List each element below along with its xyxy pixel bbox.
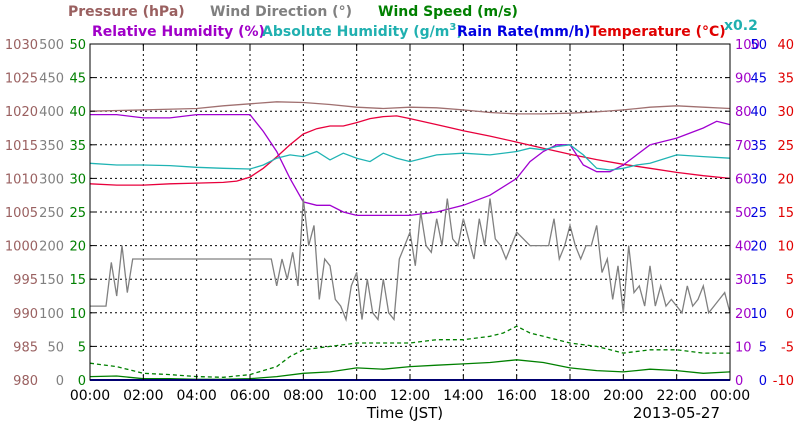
y-tick-label-relative-humidity: 90 xyxy=(735,72,752,87)
x-tick-label: 10:00 xyxy=(336,388,376,404)
y-tick-label-temperature: -5 xyxy=(781,340,794,355)
y-tick-label-temperature: -10 xyxy=(773,374,794,389)
y-tick-label-temperature: 15 xyxy=(777,206,794,221)
y-tick-label-rain-rate: 40 xyxy=(750,105,767,120)
y-tick-label-relative-humidity: 30 xyxy=(735,273,752,288)
x-axis-label: Time (JST) xyxy=(366,404,443,422)
x-tick-label: 02:00 xyxy=(123,388,163,404)
x-tick-label: 20:00 xyxy=(603,388,643,404)
y-tick-label-pressure: 985 xyxy=(13,340,38,355)
y-tick-label-temperature: 20 xyxy=(777,172,794,187)
x-tick-label: 00:00 xyxy=(710,388,750,404)
legend: Pressure (hPa) Wind Direction (°) Wind S… xyxy=(68,4,758,40)
y-tick-label-wind-speed: 15 xyxy=(69,273,86,288)
y-tick-label-rain-rate: 5 xyxy=(759,340,767,355)
y-tick-label-relative-humidity: 20 xyxy=(735,307,752,322)
y-tick-label-pressure: 1030 xyxy=(5,38,38,53)
y-tick-label-pressure: 1000 xyxy=(5,240,38,255)
y-tick-label-temperature: 40 xyxy=(777,38,794,53)
y-tick-label-wind-speed: 10 xyxy=(69,307,86,322)
x-tick-label: 14:00 xyxy=(443,388,483,404)
y-tick-label-wind-speed: 5 xyxy=(78,340,86,355)
x-tick-label: 16:00 xyxy=(496,388,536,404)
date-label: 2013-05-27 xyxy=(633,404,720,422)
y-tick-label-rain-rate: 25 xyxy=(750,206,767,221)
x-tick-label: 04:00 xyxy=(176,388,216,404)
y-tick-label-wind-speed: 45 xyxy=(69,72,86,87)
y-tick-label-pressure: 980 xyxy=(13,374,38,389)
series-temperature-c xyxy=(89,115,731,186)
y-tick-label-relative-humidity: 70 xyxy=(735,139,752,154)
y-tick-label-rain-rate: 35 xyxy=(750,139,767,154)
y-tick-label-wind-direction: 0 xyxy=(56,374,64,389)
y-tick-label-temperature: 10 xyxy=(777,240,794,255)
y-tick-label-rain-rate: 20 xyxy=(750,240,767,255)
legend-absolute-humidity: Absolute Humidity (g/m3) xyxy=(262,22,463,40)
y-tick-label-pressure: 1020 xyxy=(5,105,38,120)
x-tick-label: 18:00 xyxy=(550,388,590,404)
y-tick-label-pressure: 1005 xyxy=(5,206,38,221)
y-tick-label-rain-rate: 15 xyxy=(750,273,767,288)
abs-humidity-scale-note: x0.2 xyxy=(724,18,758,34)
grid xyxy=(90,44,730,380)
axis-ticks: 00:00 02:00 04:00 06:00 08:00 10:00 12:00 14:00… xyxy=(5,38,794,404)
y-tick-label-wind-direction: 300 xyxy=(39,172,64,187)
y-tick-label-relative-humidity: 40 xyxy=(735,240,752,255)
y-tick-label-wind-speed: 0 xyxy=(78,374,86,389)
series-wind-speed-m-s-gust xyxy=(89,325,730,378)
legend-wind-direction: Wind Direction (°) xyxy=(210,4,352,20)
x-tick-label: 00:00 xyxy=(70,388,110,404)
y-tick-label-wind-speed: 40 xyxy=(69,105,86,120)
y-tick-label-rain-rate: 0 xyxy=(759,374,767,389)
y-tick-label-wind-direction: 250 xyxy=(39,206,64,221)
y-tick-label-relative-humidity: 80 xyxy=(735,105,752,120)
series-pressure-hpa xyxy=(89,101,731,115)
y-tick-label-wind-speed: 50 xyxy=(69,38,86,53)
y-tick-label-relative-humidity: 10 xyxy=(735,340,752,355)
y-tick-label-wind-direction: 100 xyxy=(39,307,64,322)
y-tick-label-temperature: 5 xyxy=(786,273,794,288)
y-tick-label-wind-direction: 450 xyxy=(39,72,64,87)
y-tick-label-temperature: 0 xyxy=(786,307,794,322)
y-tick-label-temperature: 30 xyxy=(777,105,794,120)
y-tick-label-relative-humidity: 100 xyxy=(735,38,760,53)
series-wind-direction xyxy=(90,198,731,322)
y-tick-label-wind-speed: 35 xyxy=(69,139,86,154)
legend-relative-humidity: Relative Humidity (%) xyxy=(92,24,265,40)
series-relative-humidity xyxy=(90,113,731,217)
legend-rain-rate: Rain Rate(mm/h) xyxy=(457,24,590,40)
y-tick-label-rain-rate: 10 xyxy=(750,307,767,322)
y-tick-label-relative-humidity: 0 xyxy=(735,374,743,389)
y-tick-label-pressure: 1015 xyxy=(5,139,38,154)
y-tick-label-temperature: 35 xyxy=(777,72,794,87)
x-tick-label: 22:00 xyxy=(656,388,696,404)
y-tick-label-rain-rate: 30 xyxy=(750,172,767,187)
y-tick-label-wind-speed: 30 xyxy=(69,172,86,187)
y-tick-label-pressure: 995 xyxy=(13,273,38,288)
y-tick-label-rain-rate: 45 xyxy=(750,72,767,87)
y-tick-label-wind-direction: 350 xyxy=(39,139,64,154)
series-absolute-humidity-g-m3-x0-2 xyxy=(89,144,731,171)
x-tick-label: 08:00 xyxy=(283,388,323,404)
y-tick-label-wind-direction: 400 xyxy=(39,105,64,120)
y-tick-label-wind-direction: 200 xyxy=(39,240,64,255)
y-tick-label-rain-rate: 50 xyxy=(750,38,767,53)
x-tick-label: 06:00 xyxy=(230,388,270,404)
y-tick-label-pressure: 1025 xyxy=(5,72,38,87)
y-tick-label-temperature: 25 xyxy=(777,139,794,154)
x-tick-label: 12:00 xyxy=(390,388,430,404)
legend-temperature: Temperature (°C) xyxy=(590,24,726,40)
legend-pressure: Pressure (hPa) xyxy=(68,4,185,20)
y-tick-label-pressure: 990 xyxy=(13,307,38,322)
y-tick-label-wind-direction: 150 xyxy=(39,273,64,288)
y-tick-label-relative-humidity: 60 xyxy=(735,172,752,187)
y-tick-label-relative-humidity: 50 xyxy=(735,206,752,221)
y-tick-label-wind-speed: 20 xyxy=(69,240,86,255)
y-tick-label-wind-direction: 500 xyxy=(39,38,64,53)
legend-wind-speed: Wind Speed (m/s) xyxy=(378,4,518,20)
y-tick-label-wind-direction: 50 xyxy=(47,340,64,355)
y-tick-label-pressure: 1010 xyxy=(5,172,38,187)
y-tick-label-wind-speed: 25 xyxy=(69,206,86,221)
